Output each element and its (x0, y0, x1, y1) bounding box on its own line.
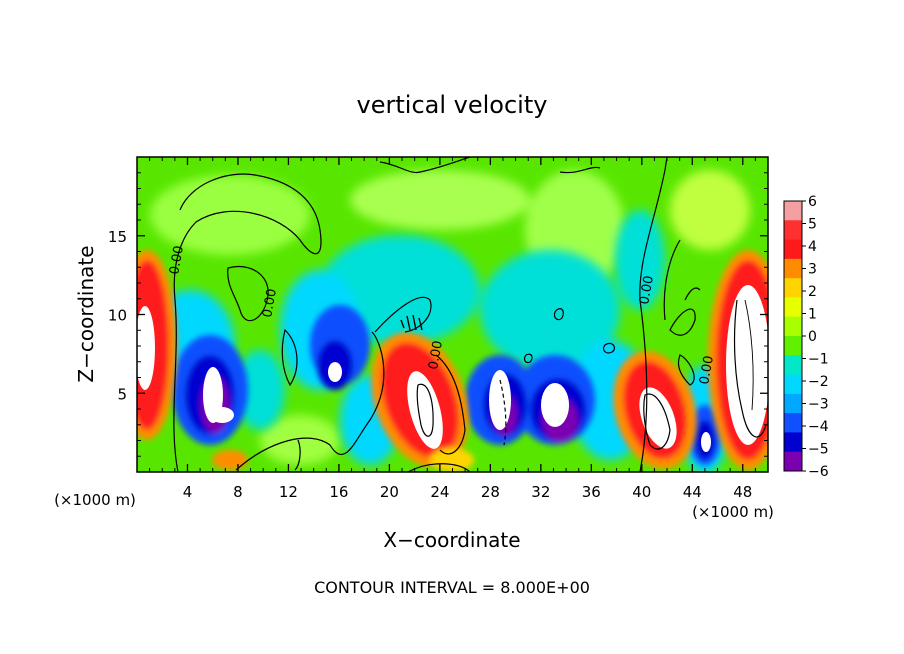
contour-label: 0.00 (697, 355, 717, 386)
colorbar-label: 4 (808, 239, 817, 255)
x-tick-label: 8 (233, 483, 243, 501)
plot-area: 0.00 0.00 0.00 0.00 0.00 (137, 157, 768, 472)
x-axis-label: X−coordinate (383, 528, 520, 552)
zero-contours (173, 157, 767, 472)
chart-title: vertical velocity (357, 91, 548, 119)
x-tick-label: 44 (683, 483, 702, 501)
x-tick-label: 20 (380, 483, 399, 501)
light-green-field (150, 170, 750, 465)
contour-label: 0.00 (426, 340, 446, 371)
x-unit-right: (×1000 m) (692, 503, 774, 521)
contour-label: 0.00 (260, 288, 280, 319)
y-tick-label: 15 (108, 228, 127, 246)
x-tick-label: 36 (582, 483, 601, 501)
colorbar-label: −6 (808, 464, 829, 480)
colorbar-swatch (784, 451, 802, 472)
y-axis-label: Z−coordinate (74, 245, 98, 382)
colorbar-swatch (784, 220, 802, 241)
colorbar-label: 1 (808, 307, 817, 323)
colorbar-label: 6 (808, 194, 817, 210)
x-tick-label: 24 (430, 483, 449, 501)
y-tick-label: 10 (108, 307, 127, 325)
x-unit-left: (×1000 m) (54, 491, 136, 509)
contour-interval-note: CONTOUR INTERVAL = 8.000E+00 (314, 578, 590, 597)
colorbar-label: −5 (808, 442, 829, 458)
colorbar-swatch (784, 278, 802, 298)
colorbar-label: −4 (808, 419, 829, 435)
colorbar-swatch (784, 413, 802, 433)
x-tick-label: 48 (733, 483, 752, 501)
colorbar-swatch (784, 316, 802, 337)
colorbar-label: −3 (808, 397, 829, 413)
x-tick-label: 40 (632, 483, 651, 501)
x-tick-label: 12 (279, 483, 298, 501)
contour-label: 0.00 (637, 275, 657, 306)
saturated-cores (137, 285, 768, 452)
x-tick-label: 28 (481, 483, 500, 501)
colorbar-swatch (784, 297, 802, 318)
x-tick-label: 32 (531, 483, 550, 501)
colorbar-label: −1 (808, 352, 829, 368)
colorbar-swatch (784, 432, 802, 453)
colorbar-swatch (784, 201, 802, 221)
y-tick-label: 5 (117, 385, 127, 403)
colorbar: 6 5 4 3 2 1 0 −1 −2 −3 −4 −5 −6 (783, 194, 829, 480)
colorbar-swatch (784, 355, 802, 376)
colorbar-swatch (784, 374, 802, 395)
colorbar-label: 0 (808, 329, 817, 345)
colorbar-label: 3 (808, 262, 817, 278)
colorbar-swatch (784, 239, 802, 260)
y-axis-ticks: 5 10 15 (108, 172, 768, 457)
colorbar-label: 5 (808, 217, 817, 233)
x-tick-label: 4 (183, 483, 193, 501)
colorbar-label: 2 (808, 284, 817, 300)
contour-label: 0.00 (167, 245, 187, 276)
colorbar-swatch (784, 393, 802, 414)
x-axis-ticks: 4 8 12 16 20 24 28 32 36 40 44 48 (149, 157, 756, 501)
contour-labels: 0.00 0.00 0.00 0.00 0.00 (167, 245, 717, 386)
colorbar-swatch (784, 258, 802, 279)
colorbar-swatch (784, 336, 802, 356)
colorbar-label: −2 (808, 374, 829, 390)
x-tick-label: 16 (329, 483, 348, 501)
